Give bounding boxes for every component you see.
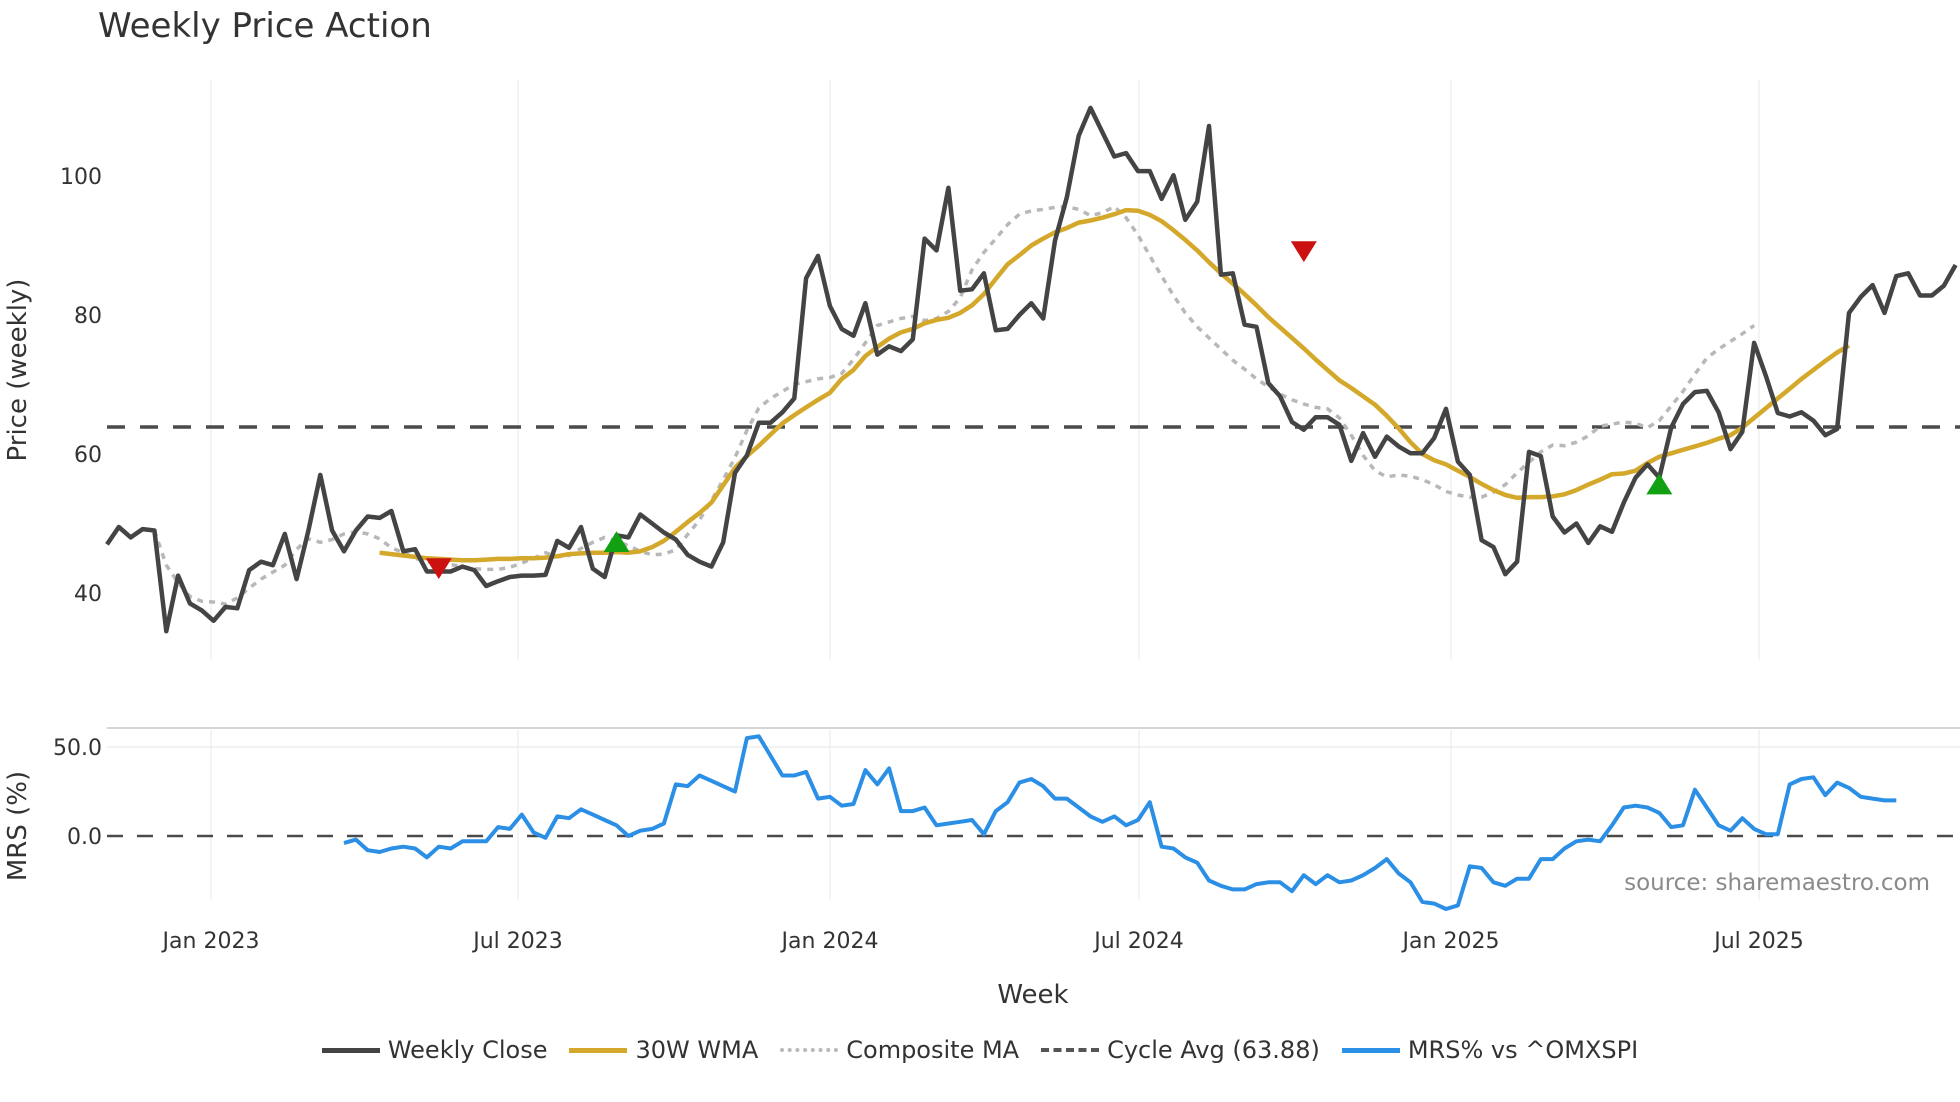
price-tick: 100 <box>60 165 102 190</box>
legend: Weekly Close 30W WMA Composite MA Cycle Avg… <box>0 1036 1960 1064</box>
mrs-tick: 0.0 <box>67 825 102 850</box>
x-axis-title: Week <box>997 980 1068 1010</box>
buy-signal-icon <box>1646 473 1673 495</box>
x-tick-label: Jan 2025 <box>1401 929 1500 954</box>
legend-swatch-icon <box>1041 1048 1100 1052</box>
price-tick: 60 <box>74 443 102 468</box>
x-tick-label: Jan 2023 <box>161 929 260 954</box>
price-tick: 80 <box>74 304 102 329</box>
legend-item[interactable]: MRS% vs ^OMXSPI <box>1341 1036 1639 1064</box>
chart-title: Weekly Price Action <box>98 6 432 46</box>
price-y-axis: 40 60 80 100 <box>60 165 102 607</box>
x-tick-label: Jul 2023 <box>471 929 563 954</box>
x-tick-label: Jul 2024 <box>1092 929 1184 954</box>
legend-label: 30W WMA <box>635 1036 759 1064</box>
legend-label: Cycle Avg (63.88) <box>1107 1036 1320 1064</box>
signal-markers <box>425 241 1673 580</box>
legend-item[interactable]: 30W WMA <box>569 1036 758 1064</box>
mrs-axis-title: MRS (%) <box>3 771 33 881</box>
weekly-close-line <box>105 105 1958 634</box>
sell-signal-icon <box>425 558 452 580</box>
sell-signal-icon <box>1290 241 1317 263</box>
x-tick-label: Jan 2024 <box>780 929 879 954</box>
source-note: source: sharemaestro.com <box>1624 870 1930 896</box>
grid-lines <box>107 80 1960 900</box>
legend-swatch-icon <box>1341 1047 1400 1053</box>
legend-label: Weekly Close <box>387 1036 548 1064</box>
price-axis-title: Price (weekly) <box>3 279 33 462</box>
legend-swatch-icon <box>780 1048 839 1052</box>
legend-swatch-icon <box>321 1047 380 1053</box>
legend-label: MRS% vs ^OMXSPI <box>1407 1036 1639 1064</box>
composite-ma-line <box>152 204 1756 606</box>
mrs-line <box>343 734 1897 911</box>
30w-wma-line <box>379 207 1851 563</box>
mrs-y-axis: 0.0 50.0 <box>53 736 102 850</box>
buy-signal-icon <box>603 531 630 553</box>
x-axis: Jan 2023 Jul 2023 Jan 2024 Jul 2024 Jan 2025… <box>161 929 1804 954</box>
legend-item[interactable]: Weekly Close <box>321 1036 548 1064</box>
series-layer <box>105 105 1960 911</box>
x-tick-label: Jul 2025 <box>1712 929 1804 954</box>
mrs-tick: 50.0 <box>53 736 102 761</box>
legend-item[interactable]: Composite MA <box>780 1036 1019 1064</box>
legend-label: Composite MA <box>846 1036 1020 1064</box>
legend-item[interactable]: Cycle Avg (63.88) <box>1041 1036 1320 1064</box>
legend-swatch-icon <box>569 1047 628 1053</box>
price-tick: 40 <box>74 582 102 607</box>
